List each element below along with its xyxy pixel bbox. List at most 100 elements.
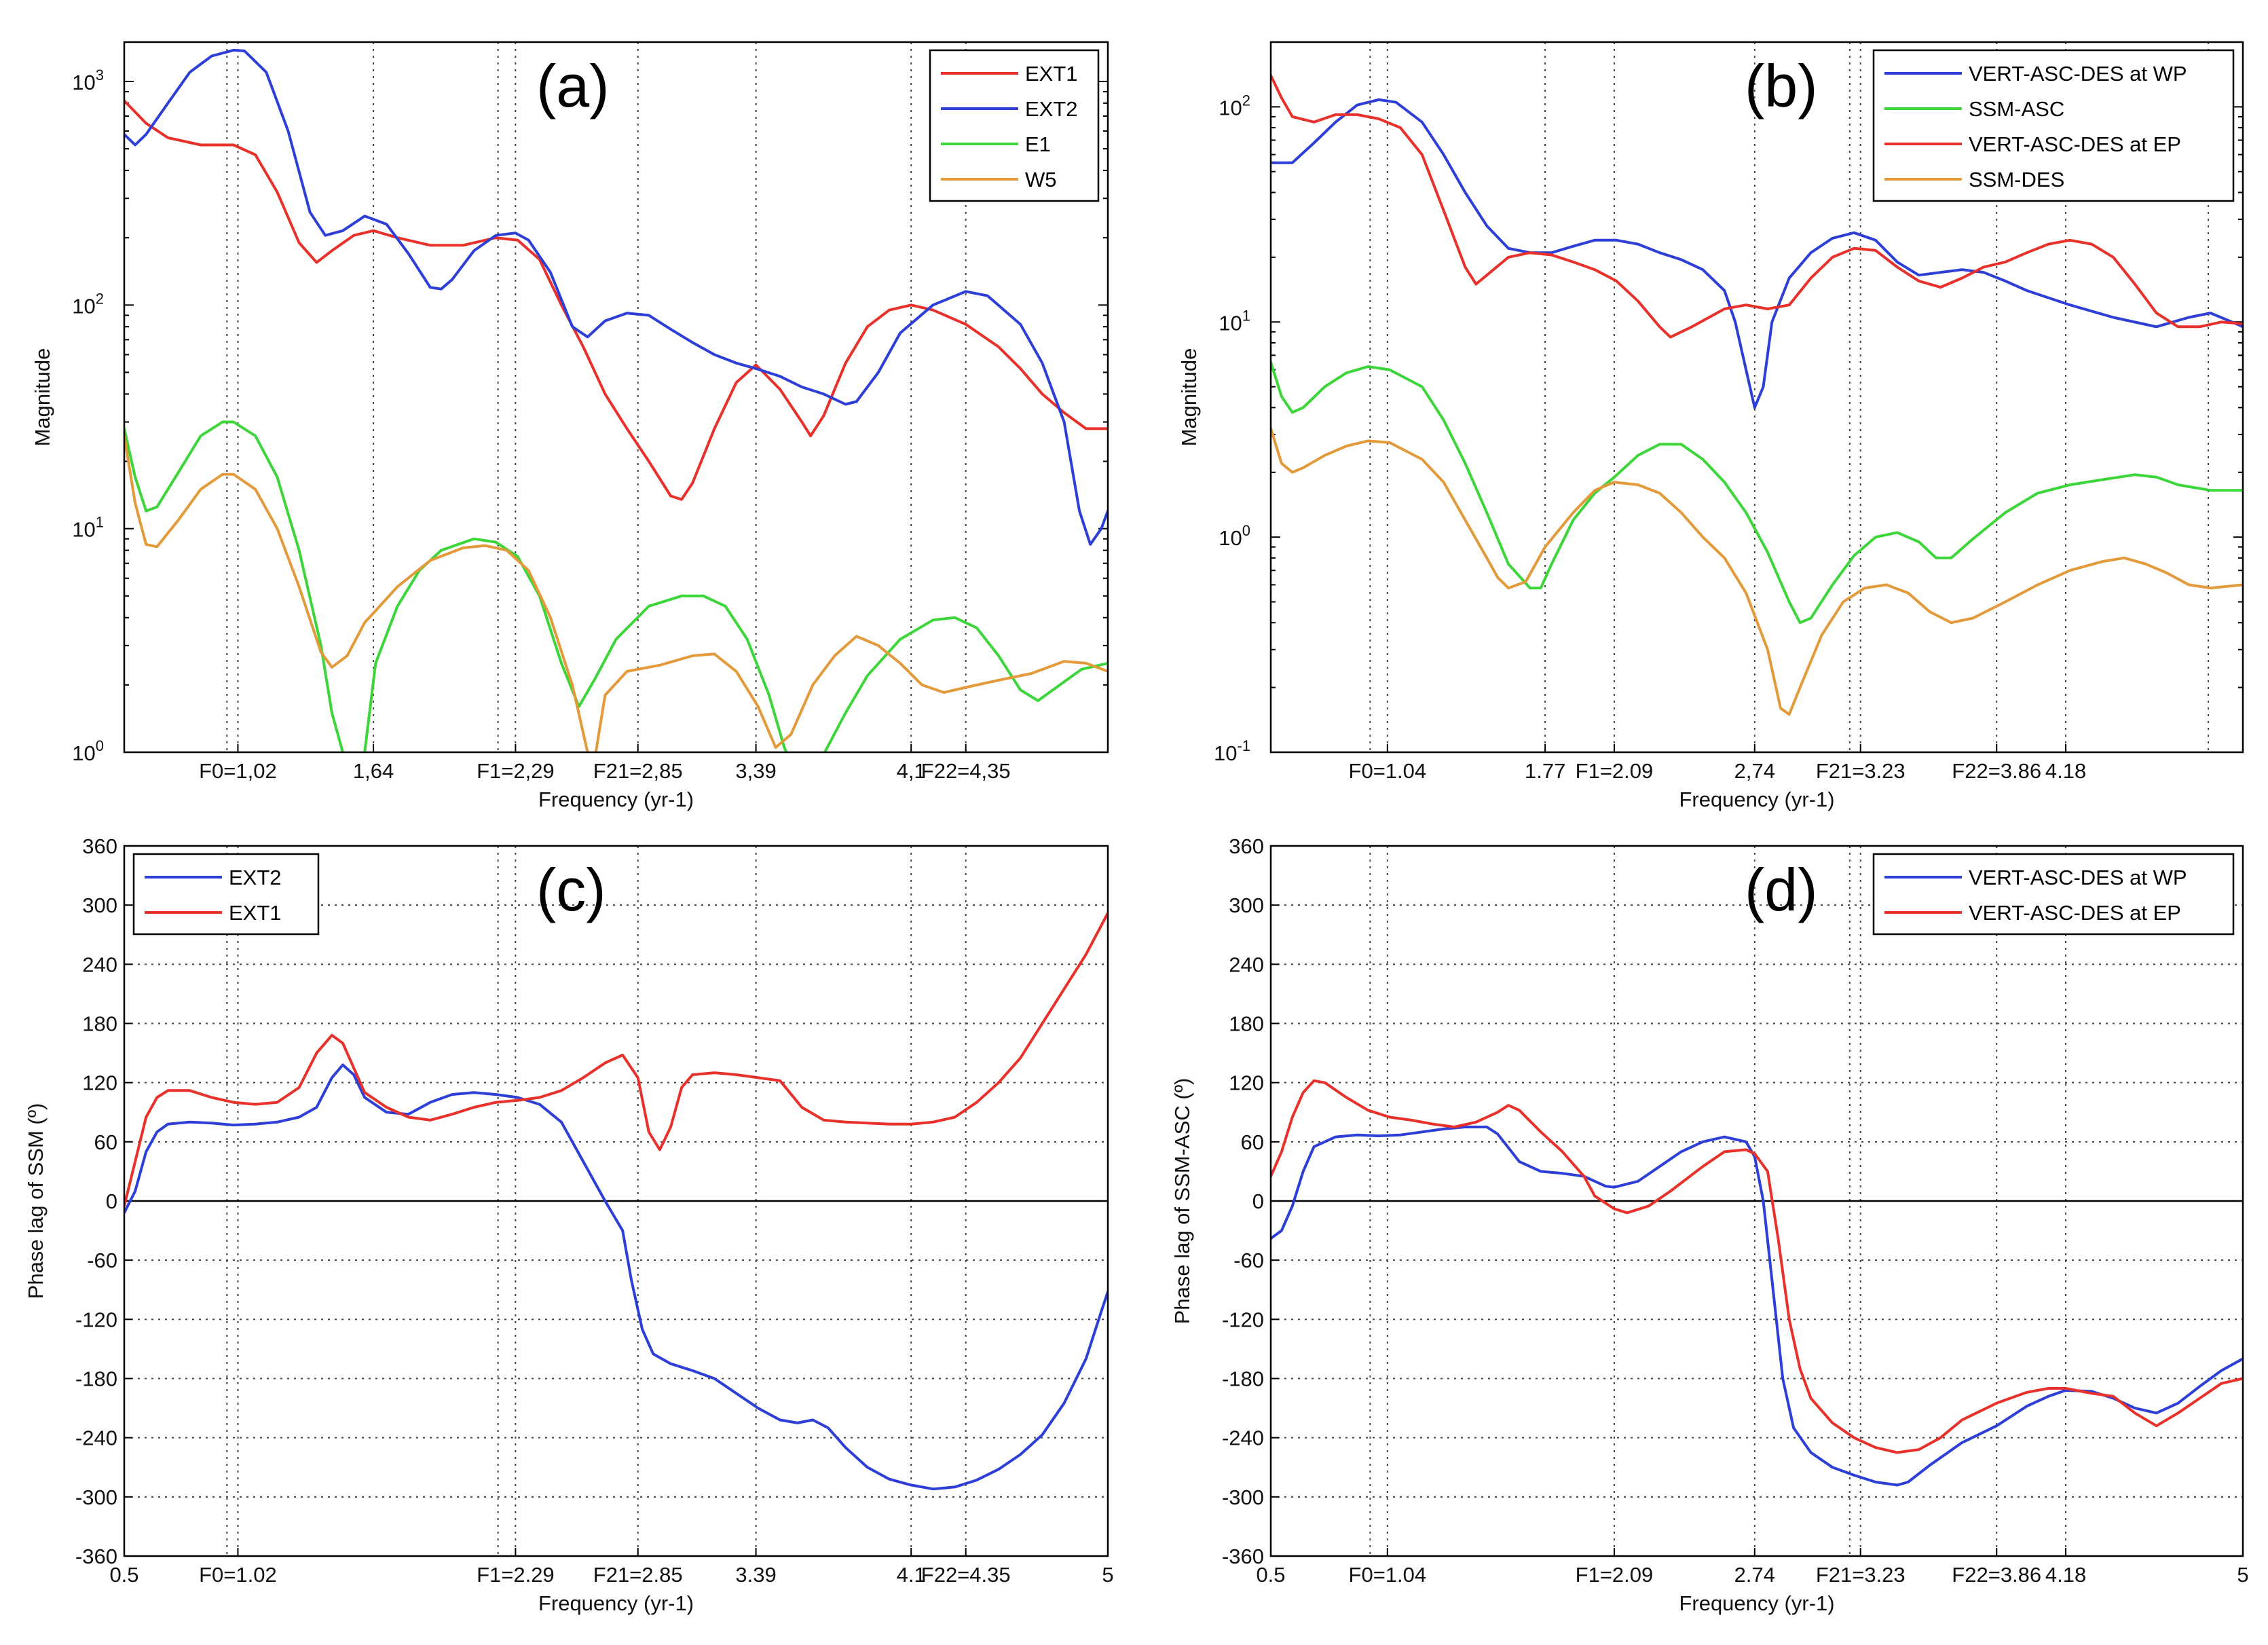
series-line-ext1 <box>124 99 1108 501</box>
legend: VERT-ASC-DES at WP VERT-ASC-DES at EP <box>1872 853 2235 936</box>
x-tick-label: 0.5 <box>1256 1563 1285 1587</box>
x-tick-label: F22=4.35 <box>921 1563 1011 1587</box>
y-tick-label: -300 <box>1222 1485 1264 1509</box>
x-tick-label: 3,39 <box>735 759 776 783</box>
axes-frame <box>1269 845 2244 1557</box>
y-tick-label: 100 <box>1219 522 1250 550</box>
y-tick-exponent: 2 <box>96 290 104 307</box>
legend-label: W5 <box>1025 168 1057 191</box>
y-tick-label: -240 <box>1222 1426 1264 1450</box>
y-axis-label: Phase lag of SSM-ASC (º) <box>1170 1078 1194 1325</box>
y-tick-exponent: 3 <box>96 67 104 84</box>
series-line-ext2 <box>124 48 1108 546</box>
legend-label: EXT2 <box>229 866 282 889</box>
x-tick-label: F21=3.23 <box>1816 1563 1906 1587</box>
series-line-vert-asc-des-at-ep <box>1271 74 2243 339</box>
x-tick-label: 0.5 <box>109 1563 138 1587</box>
legend: EXT1 EXT2 E1 W5 <box>929 49 1100 202</box>
x-tick-label: F21=2,85 <box>593 759 683 783</box>
y-tick-exponent: 1 <box>1242 307 1250 324</box>
y-tick-label: 300 <box>82 893 117 917</box>
y-tick-label: 60 <box>94 1130 117 1154</box>
series-group <box>124 911 1108 1491</box>
y-axis-label: Magnitude <box>31 348 54 447</box>
y-tick-base: 10 <box>72 518 95 542</box>
y-tick-label: -120 <box>1222 1308 1264 1331</box>
y-tick-label: 0 <box>1252 1189 1264 1213</box>
legend: VERT-ASC-DES at WP SSM-ASC VERT-ASC-DES at… <box>1872 49 2235 202</box>
axes-frame <box>1269 41 2244 754</box>
y-tick-label: 240 <box>1229 953 1264 976</box>
series-line-w5 <box>124 435 1108 752</box>
y-tick-label: -300 <box>75 1485 117 1509</box>
x-tick-label: 1.77 <box>1525 759 1565 783</box>
y-tick-label: -360 <box>75 1545 117 1568</box>
legend-label: EXT1 <box>1025 62 1078 86</box>
y-tick-label: 180 <box>1229 1012 1264 1036</box>
y-tick-base: 10 <box>72 294 95 318</box>
x-tick-label: F21=2.85 <box>593 1563 683 1587</box>
panel-label: (b) <box>1745 52 1818 119</box>
x-tick-label: 4.1 <box>897 1563 926 1587</box>
x-tick-label: 4.18 <box>2045 1563 2086 1587</box>
y-tick-exponent: 2 <box>1242 92 1250 109</box>
series-line-ext1 <box>124 911 1108 1208</box>
panel-d: -360 -300 -240 -180 -120 -60 0 60 120 180 240 300 36… <box>1170 834 2249 1615</box>
y-tick-label: 103 <box>72 67 104 94</box>
x-axis-label: Frequency (yr-1) <box>1679 788 1834 811</box>
y-tick-label: 0 <box>106 1189 117 1213</box>
x-tick-label: F22=3.86 <box>1952 1563 2041 1587</box>
legend: EXT2 EXT1 <box>132 853 320 936</box>
legend-box <box>1872 853 2235 936</box>
x-tick-label: F0=1.04 <box>1349 1563 1427 1587</box>
x-tick-label: F21=3.23 <box>1816 759 1906 783</box>
y-tick-exponent: 1 <box>96 514 104 531</box>
legend-label: SSM-DES <box>1969 168 2064 191</box>
x-tick-label: F1=2,29 <box>477 759 555 783</box>
y-tick-base: 10 <box>1214 741 1237 765</box>
x-tick-label: F0=1,02 <box>199 759 277 783</box>
y-tick-label: 10-1 <box>1214 737 1250 765</box>
y-tick-exponent: 0 <box>1242 522 1250 539</box>
y-tick-label: 60 <box>1241 1130 1264 1154</box>
legend-box <box>132 853 320 936</box>
y-tick-base: 10 <box>72 71 95 94</box>
x-tick-label: 2,74 <box>1734 759 1775 783</box>
x-tick-label: 5 <box>1102 1563 1113 1587</box>
y-tick-base: 10 <box>1219 526 1242 550</box>
y-tick-label: 120 <box>1229 1071 1264 1095</box>
series-line-ext2 <box>124 1063 1108 1491</box>
x-tick-label: 1,64 <box>353 759 394 783</box>
series-line-vert-asc-des-at-wp <box>1271 1126 2243 1487</box>
legend-label: VERT-ASC-DES at EP <box>1969 901 2181 925</box>
y-tick-label: -60 <box>1233 1249 1264 1272</box>
x-tick-label: 4,1 <box>897 759 926 783</box>
x-tick-label: F1=2.09 <box>1576 1563 1654 1587</box>
x-tick-label: F0=1.02 <box>199 1563 277 1587</box>
x-tick-label: F22=4,35 <box>921 759 1011 783</box>
legend-label: SSM-ASC <box>1969 97 2064 121</box>
x-tick-label: F1=2.29 <box>477 1563 555 1587</box>
legend-label: EXT2 <box>1025 97 1078 121</box>
series-line-ssm-asc <box>1271 361 2243 625</box>
series-line-ssm-des <box>1271 427 2243 716</box>
y-tick-exponent: 0 <box>96 737 104 754</box>
y-tick-label: -180 <box>75 1367 117 1391</box>
legend-label: VERT-ASC-DES at WP <box>1969 62 2187 86</box>
legend-label: VERT-ASC-DES at WP <box>1969 866 2187 889</box>
y-tick-label: -120 <box>75 1308 117 1331</box>
series-group <box>124 48 1108 752</box>
x-tick-label: 2.74 <box>1734 1563 1775 1587</box>
y-tick-base: 10 <box>1219 311 1242 335</box>
axes-frame <box>123 845 1109 1557</box>
x-tick-label: 5 <box>2237 1563 2248 1587</box>
series-group <box>1271 1079 2243 1487</box>
x-tick-label: F1=2.09 <box>1576 759 1654 783</box>
x-axis-label: Frequency (yr-1) <box>538 788 694 811</box>
y-tick-base: 10 <box>72 741 95 765</box>
x-axis-label: Frequency (yr-1) <box>538 1591 694 1615</box>
series-line-vert-asc-des-at-wp <box>1271 98 2243 409</box>
y-axis-label: Magnitude <box>1177 348 1201 447</box>
